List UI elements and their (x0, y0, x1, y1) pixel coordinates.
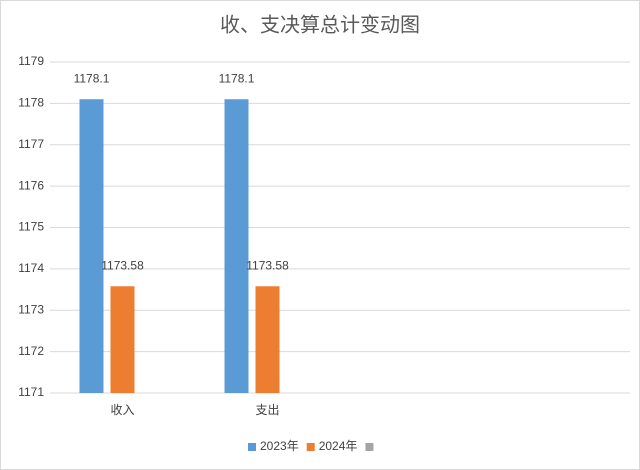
bar (79, 99, 104, 394)
chart-title: 收、支决算总计变动图 (220, 13, 420, 36)
legend-label: 2024年 (319, 439, 358, 453)
y-tick-label: 1178 (18, 96, 44, 110)
y-tick-label: 1173 (18, 302, 44, 316)
data-label: 1178.1 (219, 71, 255, 85)
y-tick-label: 1177 (18, 137, 44, 151)
legend-swatch (365, 443, 374, 451)
y-tick-label: 1176 (18, 178, 44, 192)
y-tick-label: 1174 (18, 261, 44, 275)
legend-swatch (306, 443, 315, 451)
y-tick-label: 1171 (18, 385, 44, 399)
bar (224, 99, 249, 394)
data-label: 1173.58 (246, 258, 289, 272)
data-label: 1173.58 (101, 258, 144, 272)
x-tick-label: 支出 (255, 403, 279, 417)
y-tick-label: 1175 (18, 220, 44, 234)
bar (110, 286, 135, 393)
y-tick-label: 1172 (18, 344, 44, 358)
bar (255, 286, 280, 393)
data-label: 1178.1 (74, 71, 110, 85)
legend-swatch (248, 443, 256, 451)
x-tick-label: 收入 (110, 403, 134, 417)
y-tick-label: 1179 (18, 54, 44, 68)
legend-label: 2023年 (260, 439, 299, 453)
